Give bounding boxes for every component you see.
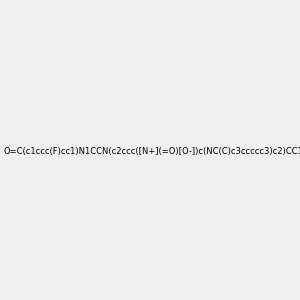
Text: O=C(c1ccc(F)cc1)N1CCN(c2ccc([N+](=O)[O-])c(NC(C)c3ccccc3)c2)CC1: O=C(c1ccc(F)cc1)N1CCN(c2ccc([N+](=O)[O-]… bbox=[4, 147, 300, 156]
